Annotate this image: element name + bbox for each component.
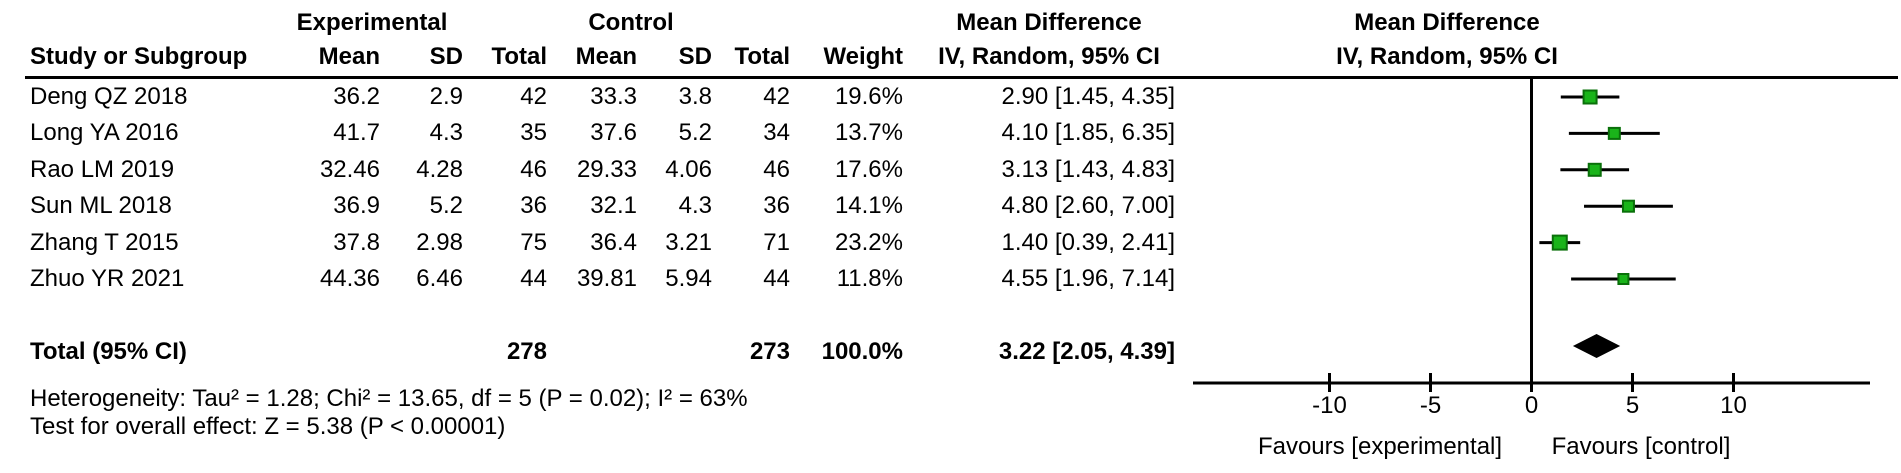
weight-cell: 13.7%: [834, 119, 903, 147]
total-row: Total (95% CI) 278 273 100.0% 3.22 [2.05…: [0, 334, 1901, 370]
ctl-mean-cell: 37.6: [590, 119, 637, 147]
exp-total-cell: 36: [520, 192, 547, 220]
axis-tick-label: 0: [1524, 392, 1539, 419]
exp-total-cell: 42: [520, 83, 547, 110]
total-label: Total (95% CI): [30, 338, 187, 365]
exp-mean-cell: 44.36: [319, 265, 380, 292]
col-header-exp-total: Total: [491, 43, 547, 70]
exp-sd-cell: 2.98: [416, 228, 463, 256]
table-row: Deng QZ 2018 36.2 2.9 42 33.3 3.8 42 19.6% 2.90 …: [0, 79, 1901, 115]
weight-cell: 14.1%: [834, 192, 903, 220]
exp-mean-cell: 32.46: [319, 155, 380, 183]
weight-cell: 23.2%: [834, 228, 903, 256]
ctl-total-cell: 34: [763, 119, 790, 147]
table-row: Long YA 2016 41.7 4.3 35 37.6 5.2 34 13.7% 4.10 …: [0, 115, 1901, 151]
axis-tick-label: -10: [1312, 392, 1347, 419]
ctl-sd-cell: 4.3: [678, 192, 712, 220]
ctl-mean-cell: 39.81: [576, 265, 637, 292]
ci-text-cell: 3.13 [1.43, 4.83]: [1001, 155, 1175, 183]
favours-right-label: Favours [control]: [1551, 433, 1731, 460]
ctl-total-cell: 71: [763, 228, 790, 256]
table-row: Zhang T 2015 37.8 2.98 75 36.4 3.21 71 23.2% 1.4…: [0, 225, 1901, 261]
ci-text-cell: 4.80 [2.60, 7.00]: [1001, 192, 1175, 220]
total-weight: 100.0%: [821, 338, 903, 365]
col-header-effect-ci: IV, Random, 95% CI: [938, 43, 1160, 70]
ctl-sd-cell: 3.21: [665, 228, 712, 256]
col-header-exp-mean: Mean: [318, 43, 380, 70]
exp-total-cell: 46: [520, 155, 547, 183]
table-row: Zhuo YR 2021 44.36 6.46 44 39.81 5.94 44 11.8% 4…: [0, 261, 1901, 297]
weight-cell: 17.6%: [834, 155, 903, 183]
ctl-sd-cell: 5.94: [665, 265, 712, 292]
exp-sd-cell: 4.28: [416, 155, 463, 183]
ctl-total-cell: 44: [763, 265, 790, 292]
effect-square: [1607, 126, 1621, 140]
study-name: Long YA 2016: [30, 119, 179, 147]
ctl-total-cell: 42: [763, 83, 790, 110]
exp-sd-cell: 5.2: [429, 192, 463, 220]
study-name: Zhuo YR 2021: [30, 265, 185, 292]
ctl-sd-cell: 3.8: [678, 83, 712, 110]
axis-tick-label: -5: [1419, 392, 1442, 419]
col-header-study: Study or Subgroup: [30, 43, 248, 70]
exp-mean-cell: 41.7: [333, 119, 380, 147]
study-name: Rao LM 2019: [30, 155, 175, 183]
study-name: Deng QZ 2018: [30, 83, 188, 110]
group-header-control: Control: [588, 9, 674, 36]
ctl-mean-cell: 32.1: [590, 192, 637, 220]
total-ctl-total: 273: [749, 338, 790, 365]
ctl-mean-cell: 33.3: [590, 83, 637, 110]
exp-total-cell: 35: [520, 119, 547, 147]
exp-mean-cell: 36.2: [333, 83, 380, 110]
overall-effect-note: Test for overall effect: Z = 5.38 (P < 0…: [30, 413, 506, 440]
col-header-ctl-mean: Mean: [575, 43, 637, 70]
col-header-ctl-sd: SD: [678, 43, 712, 70]
exp-mean-cell: 36.9: [333, 192, 380, 220]
effect-square: [1587, 162, 1602, 177]
ci-text-cell: 4.55 [1.96, 7.14]: [1001, 265, 1175, 292]
exp-total-cell: 44: [520, 265, 547, 292]
summary-diamond: [1572, 334, 1621, 358]
col-header-weight: Weight: [823, 43, 903, 70]
group-header-experimental: Experimental: [296, 9, 448, 36]
ctl-total-cell: 36: [763, 192, 790, 220]
effect-column-title: Mean Difference: [956, 9, 1142, 36]
exp-sd-cell: 6.46: [416, 265, 463, 292]
table-row: Rao LM 2019 32.46 4.28 46 29.33 4.06 46 17.6% 3.…: [0, 152, 1901, 188]
header-underline: [25, 76, 1898, 79]
exp-total-cell: 75: [520, 228, 547, 256]
exp-sd-cell: 2.9: [429, 83, 463, 110]
plot-subtitle: IV, Random, 95% CI: [1336, 43, 1558, 70]
col-header-exp-sd: SD: [429, 43, 463, 70]
ctl-mean-cell: 36.4: [590, 228, 637, 256]
study-name: Sun ML 2018: [30, 192, 172, 220]
ci-text-cell: 2.90 [1.45, 4.35]: [1001, 83, 1175, 110]
axis-tick-label: 10: [1720, 392, 1747, 419]
effect-square: [1582, 89, 1598, 105]
favours-left-label: Favours [experimental]: [1257, 433, 1503, 460]
effect-square: [1621, 199, 1635, 213]
effect-square: [1617, 273, 1630, 285]
exp-mean-cell: 37.8: [333, 228, 380, 256]
study-name: Zhang T 2015: [30, 228, 179, 256]
exp-sd-cell: 4.3: [429, 119, 463, 147]
ctl-mean-cell: 29.33: [576, 155, 637, 183]
effect-square: [1551, 234, 1568, 251]
total-ci-text: 3.22 [2.05, 4.39]: [998, 338, 1175, 365]
table-row: Sun ML 2018 36.9 5.2 36 32.1 4.3 36 14.1% 4.80 […: [0, 188, 1901, 224]
ctl-sd-cell: 5.2: [678, 119, 712, 147]
plot-title: Mean Difference: [1354, 9, 1540, 36]
ctl-sd-cell: 4.06: [665, 155, 712, 183]
heterogeneity-note: Heterogeneity: Tau² = 1.28; Chi² = 13.65…: [30, 385, 748, 412]
ci-text-cell: 1.40 [0.39, 2.41]: [1001, 228, 1175, 256]
ctl-total-cell: 46: [763, 155, 790, 183]
weight-cell: 11.8%: [836, 265, 903, 292]
total-exp-total: 278: [506, 338, 547, 365]
axis-tick-label: 5: [1625, 392, 1640, 419]
col-header-ctl-total: Total: [734, 43, 790, 70]
ci-text-cell: 4.10 [1.85, 6.35]: [1001, 119, 1175, 147]
weight-cell: 19.6%: [834, 83, 903, 110]
